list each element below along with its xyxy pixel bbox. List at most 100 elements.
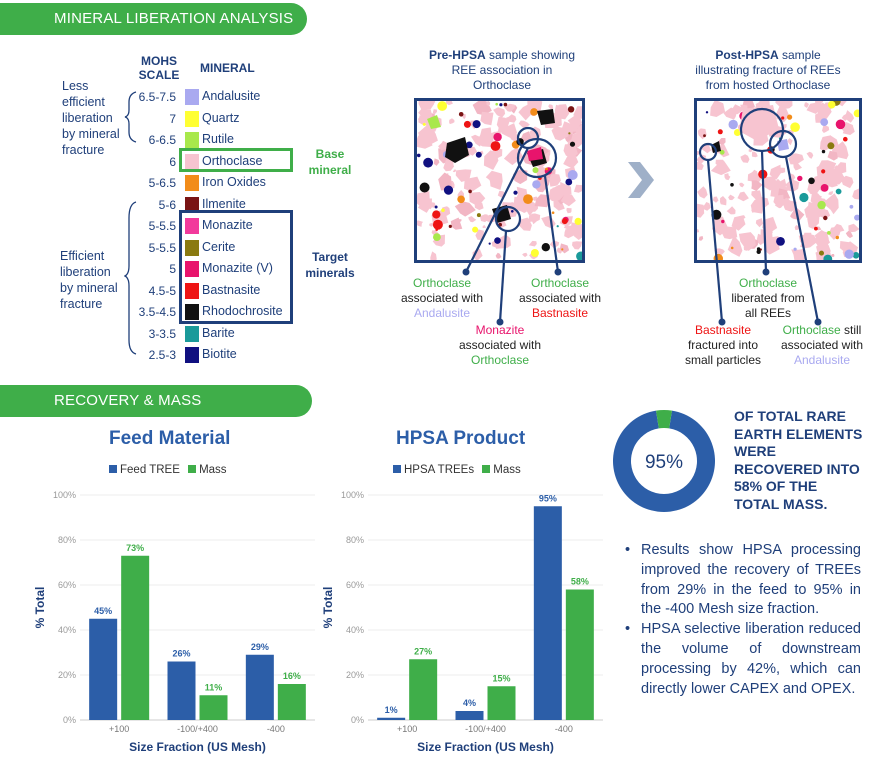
efficient-line: liberation xyxy=(60,265,111,279)
y-tick-label: 40% xyxy=(346,625,364,635)
bar xyxy=(565,589,594,720)
bar xyxy=(409,659,438,720)
caption-line2: liberated from xyxy=(731,291,805,305)
x-tick-label: -400 xyxy=(555,724,573,734)
bullet-item: Results show HPSA processing improved th… xyxy=(625,541,861,620)
mineral-color-swatch xyxy=(185,239,199,256)
bar-data-label: 95% xyxy=(539,493,557,503)
stat-line: RECOVERED INTO xyxy=(734,460,860,477)
mohs-hardness: 5-6 xyxy=(158,197,176,212)
mohs-hardness: 3.5-4.5 xyxy=(138,305,176,319)
post-hpsa-title-line2: illustrating fracture of REEs xyxy=(695,63,841,77)
mineral-color-swatch xyxy=(185,218,199,234)
bar-data-label: 1% xyxy=(385,705,398,715)
donut-slice xyxy=(656,410,672,429)
mohs-hardness: 7 xyxy=(169,111,176,126)
mineral-color-swatch xyxy=(185,347,199,363)
y-axis-label: % Total xyxy=(321,587,335,629)
bar-data-label: 29% xyxy=(251,642,269,652)
caption-line2: associated with xyxy=(780,338,864,352)
less-efficient-line: liberation xyxy=(62,111,113,125)
mineral-name: Monazite xyxy=(202,218,253,232)
bar-data-label: 15% xyxy=(492,673,510,683)
caption-assoc: Andalusite xyxy=(793,353,851,367)
base-mineral-line: Base xyxy=(315,147,345,161)
caption-line3: small particles xyxy=(684,353,762,367)
pre-caption-orthoclase-andalusite: Orthoclase associated with Andalusite xyxy=(392,276,492,321)
legend-label: HPSA TREEs xyxy=(404,464,475,476)
bar-data-label: 11% xyxy=(205,682,223,692)
stat-line: EARTH ELEMENTS xyxy=(734,425,863,442)
mineral-name: Rhodochrosite xyxy=(202,304,283,318)
base-mineral-label: Base mineral xyxy=(306,146,354,178)
base-mineral-line: mineral xyxy=(308,163,352,177)
bar xyxy=(245,654,274,720)
feed-chart-title: Feed Material xyxy=(109,428,231,449)
mineral-color-swatch xyxy=(185,110,199,127)
y-tick-label: 80% xyxy=(58,535,76,545)
legend-swatch xyxy=(482,465,491,473)
bar xyxy=(89,618,118,720)
mohs-hardness: 5-6.5 xyxy=(148,176,176,190)
mineral-name: Andalusite xyxy=(202,89,261,103)
legend-swatch xyxy=(393,465,401,473)
x-axis-label: Size Fraction (US Mesh) xyxy=(129,740,266,754)
less-efficient-line: efficient xyxy=(62,95,105,109)
stat-line: 58% OF THE xyxy=(734,478,818,494)
y-tick-label: 20% xyxy=(58,670,76,680)
mineral-name: Biotite xyxy=(202,347,237,361)
pre-caption-orthoclase-bastnasite: Orthoclase associated with Bastnasite xyxy=(510,276,610,321)
mineral-name: Cerite xyxy=(202,239,236,254)
legend-label: Feed TREE xyxy=(120,464,180,476)
mineral-color-swatch xyxy=(185,196,199,213)
bar xyxy=(533,506,562,720)
less-efficient-label: Less efficient liberation by mineral fra… xyxy=(62,78,120,158)
caption-line3: all REEs xyxy=(744,306,791,320)
y-tick-label: 100% xyxy=(341,490,364,500)
mohs-scale-header: MOHS SCALE xyxy=(130,54,188,82)
mineral-name: Rutile xyxy=(202,132,234,146)
y-tick-label: 0% xyxy=(63,715,76,725)
caption-assoc: Orthoclase xyxy=(470,353,530,367)
section-banner-mineral-liberation: MINERAL LIBERATION ANALYSIS xyxy=(0,3,307,35)
caption-line2: fractured into xyxy=(687,338,759,352)
mineral-color-swatch xyxy=(185,304,199,320)
mohs-hardness: 4.5-5 xyxy=(148,283,176,298)
caption-mineral: Orthoclase xyxy=(782,323,841,337)
y-tick-label: 20% xyxy=(346,670,364,680)
y-tick-label: 60% xyxy=(346,580,364,590)
mineral-name: Quartz xyxy=(202,110,240,125)
post-hpsa-title: Post-HPSA sample illustrating fracture o… xyxy=(688,48,848,93)
pre-caption-monazite-orthoclase: Monazite associated with Orthoclase xyxy=(450,323,550,368)
mineral-color-swatch xyxy=(185,132,199,148)
y-tick-label: 0% xyxy=(351,715,364,725)
brace-icons xyxy=(124,91,137,355)
mohs-header-line2: SCALE xyxy=(138,68,180,82)
efficient-line: Efficient xyxy=(60,249,105,263)
bar-data-label: 58% xyxy=(571,577,589,587)
mohs-hardness: 6-6.5 xyxy=(148,133,176,147)
legend-label: Mass xyxy=(199,464,227,476)
mineral-header: MINERAL xyxy=(200,61,255,75)
x-tick-label: -100/+400 xyxy=(465,724,506,734)
brace-less-efficient-icon xyxy=(124,91,137,143)
post-hpsa-title-rest: sample xyxy=(778,48,821,62)
legend-label: Mass xyxy=(493,464,521,476)
less-efficient-line: fracture xyxy=(62,143,105,157)
stat-line: OF TOTAL RARE xyxy=(734,408,846,424)
bar-data-label: 4% xyxy=(463,698,476,708)
mineral-color-swatch xyxy=(185,325,199,342)
mohs-hardness: 5-5.5 xyxy=(148,240,176,255)
mineral-name: Barite xyxy=(202,325,235,340)
mineral-color-swatch xyxy=(185,261,199,277)
recovery-stat-text: OF TOTAL RARE EARTH ELEMENTS WERE RECOVE… xyxy=(734,408,874,513)
y-tick-label: 80% xyxy=(346,535,364,545)
bar xyxy=(167,661,196,720)
mohs-header-line1: MOHS xyxy=(141,54,177,68)
x-tick-label: +100 xyxy=(397,724,417,734)
less-efficient-line: Less xyxy=(62,79,89,93)
pre-hpsa-title-rest: sample showing xyxy=(485,48,576,62)
bar-data-label: 16% xyxy=(283,671,301,681)
bar xyxy=(487,686,516,720)
hpsa-chart-legend: HPSA TREEs Mass xyxy=(393,464,521,476)
